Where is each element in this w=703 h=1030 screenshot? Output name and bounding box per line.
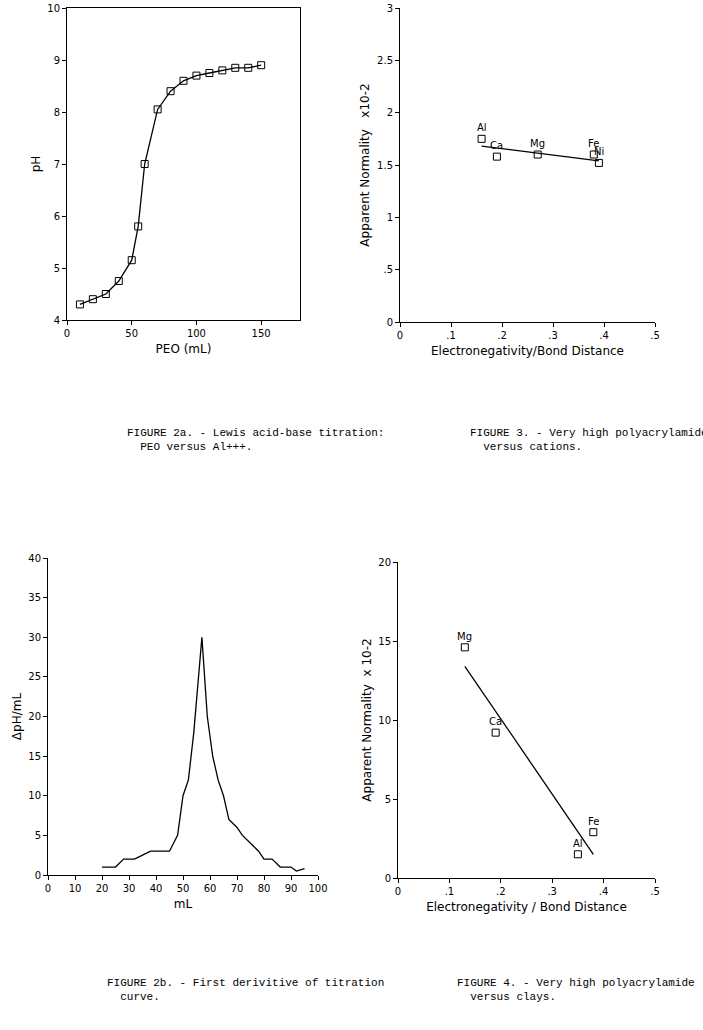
svg-text:50: 50 <box>125 328 138 339</box>
svg-text:20: 20 <box>96 883 109 894</box>
svg-text:0: 0 <box>397 330 403 341</box>
svg-text:10: 10 <box>47 3 60 14</box>
svg-text:25: 25 <box>28 671 41 682</box>
svg-text:30: 30 <box>28 632 41 643</box>
svg-text:40: 40 <box>28 553 41 564</box>
svg-text:FIGURE 4. - Very high polyacry: FIGURE 4. - Very high polyacrylamide ver… <box>457 977 695 1003</box>
svg-text:.2: .2 <box>496 886 506 897</box>
svg-text:35: 35 <box>28 592 41 603</box>
svg-text:Mg: Mg <box>457 631 472 642</box>
svg-text:pH: pH <box>29 156 43 173</box>
svg-text:.3: .3 <box>547 886 557 897</box>
svg-text:Electronegativity/Bond Distanc: Electronegativity/Bond Distance <box>431 344 624 358</box>
svg-text:.5: .5 <box>650 886 660 897</box>
svg-text:PEO (mL): PEO (mL) <box>156 342 212 356</box>
svg-text:FIGURE 3. - Very high polyacry: FIGURE 3. - Very high polyacrylamide ver… <box>470 427 703 453</box>
svg-text:.5: .5 <box>650 330 660 341</box>
svg-text:150: 150 <box>252 328 271 339</box>
svg-text:Apparent Normality x10-2: Apparent Normality x10-2 <box>358 83 372 246</box>
svg-text:0: 0 <box>45 883 51 894</box>
svg-text:9: 9 <box>54 55 60 66</box>
svg-text:FIGURE 2a. - Lewis acid-base t: FIGURE 2a. - Lewis acid-base titration: … <box>127 427 384 453</box>
svg-text:Ca: Ca <box>490 140 503 151</box>
svg-text:15: 15 <box>378 636 391 647</box>
svg-text:90: 90 <box>285 883 298 894</box>
svg-text:70: 70 <box>231 883 244 894</box>
svg-text:1: 1 <box>387 212 393 223</box>
svg-text:15: 15 <box>28 751 41 762</box>
svg-text:.5: .5 <box>383 264 393 275</box>
svg-text:3: 3 <box>387 3 393 14</box>
svg-text:Mg: Mg <box>530 138 545 149</box>
svg-text:.2: .2 <box>497 330 507 341</box>
svg-text:100: 100 <box>308 883 327 894</box>
svg-text:mL: mL <box>174 897 193 911</box>
svg-text:Fe: Fe <box>588 816 599 827</box>
svg-text:.3: .3 <box>548 330 558 341</box>
svg-text:0: 0 <box>385 873 391 884</box>
svg-text:ΔpH/mL: ΔpH/mL <box>10 693 24 741</box>
svg-text:8: 8 <box>54 107 60 118</box>
svg-text:.1: .1 <box>446 330 456 341</box>
svg-text:10: 10 <box>69 883 82 894</box>
svg-text:1.5: 1.5 <box>377 160 393 171</box>
svg-text:20: 20 <box>28 711 41 722</box>
svg-text:7: 7 <box>54 159 60 170</box>
svg-text:Al: Al <box>573 838 583 849</box>
svg-text:0: 0 <box>395 886 401 897</box>
svg-text:40: 40 <box>150 883 163 894</box>
svg-text:Apparent Normality x 10-2: Apparent Normality x 10-2 <box>360 638 374 801</box>
svg-text:10: 10 <box>378 715 391 726</box>
svg-text:6: 6 <box>54 211 60 222</box>
svg-text:Electronegativity / Bond Dista: Electronegativity / Bond Distance <box>426 900 627 914</box>
svg-text:0: 0 <box>387 317 393 328</box>
svg-text:5: 5 <box>54 263 60 274</box>
svg-text:60: 60 <box>204 883 217 894</box>
svg-text:Al: Al <box>477 122 487 133</box>
svg-text:80: 80 <box>258 883 271 894</box>
svg-text:2.5: 2.5 <box>377 55 393 66</box>
svg-text:30: 30 <box>123 883 136 894</box>
svg-text:.1: .1 <box>445 886 455 897</box>
svg-text:Ca: Ca <box>489 716 502 727</box>
svg-text:50: 50 <box>177 883 190 894</box>
svg-text:0: 0 <box>64 328 70 339</box>
svg-text:FIGURE 2b. - First derivitive: FIGURE 2b. - First derivitive of titrati… <box>107 977 384 1003</box>
svg-text:.4: .4 <box>599 886 609 897</box>
svg-text:100: 100 <box>187 328 206 339</box>
svg-text:5: 5 <box>385 794 391 805</box>
svg-text:Fe: Fe <box>588 138 599 149</box>
svg-text:2: 2 <box>387 107 393 118</box>
svg-text:5: 5 <box>35 830 41 841</box>
svg-text:.4: .4 <box>599 330 609 341</box>
svg-text:20: 20 <box>378 557 391 568</box>
svg-text:4: 4 <box>54 315 60 326</box>
svg-text:0: 0 <box>35 870 41 881</box>
svg-text:Ni: Ni <box>594 146 604 157</box>
svg-text:10: 10 <box>28 790 41 801</box>
